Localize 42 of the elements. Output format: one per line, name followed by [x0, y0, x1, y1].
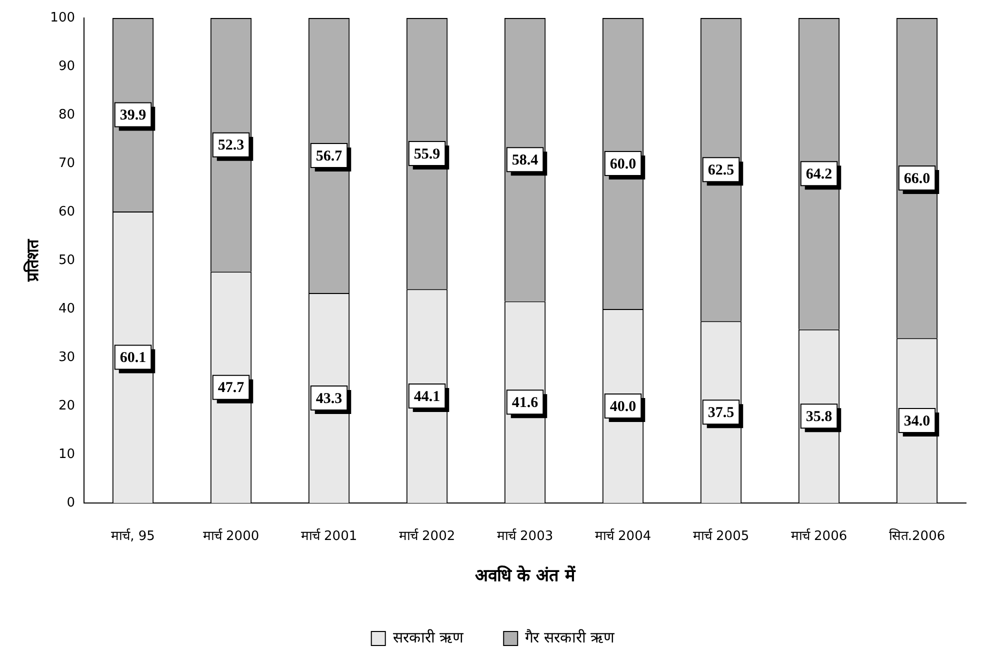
- data-label: 60.1: [120, 350, 146, 366]
- data-label: 39.9: [120, 108, 146, 124]
- data-label: 58.4: [512, 152, 539, 168]
- data-label: 60.0: [610, 156, 636, 172]
- x-tick-label: मार्च 2000: [202, 528, 260, 544]
- y-tick-label: 10: [58, 446, 76, 462]
- data-label: 34.0: [904, 413, 930, 430]
- data-label: 37.5: [708, 404, 734, 421]
- y-tick-label: 80: [58, 107, 76, 122]
- y-tick-label: 100: [50, 10, 76, 26]
- data-label: 47.7: [218, 380, 245, 396]
- y-tick-label: 70: [58, 156, 76, 171]
- data-label: 64.2: [806, 166, 832, 183]
- x-tick-label: सित.2006: [888, 528, 946, 544]
- data-label: 66.0: [904, 170, 930, 187]
- y-tick-label: 50: [58, 252, 76, 268]
- data-label: 62.5: [708, 162, 734, 178]
- y-tick-label: 20: [58, 398, 76, 414]
- y-axis-title: प्रतिशत: [22, 238, 42, 282]
- data-label: 43.3: [316, 390, 342, 407]
- data-label: 56.7: [316, 148, 343, 164]
- x-tick-label: मार्च 2003: [496, 528, 554, 544]
- data-label: 40.0: [610, 398, 636, 415]
- x-tick-label: मार्च, 95: [111, 528, 155, 544]
- legend-label: सरकारी ऋण: [392, 628, 465, 646]
- x-tick-label: मार्च 2006: [790, 528, 848, 544]
- y-tick-label: 60: [58, 204, 76, 220]
- data-label: 55.9: [414, 146, 440, 162]
- x-axis-title: अवधि के अंत में: [475, 565, 576, 586]
- data-label: 41.6: [512, 394, 539, 411]
- data-label: 52.3: [218, 138, 244, 154]
- y-tick-label: 30: [58, 350, 76, 365]
- x-tick-label: मार्च 2004: [594, 528, 652, 544]
- data-label: 44.1: [414, 388, 440, 405]
- y-tick-label: 90: [58, 58, 76, 74]
- legend-label: गैर सरकारी ऋण: [525, 628, 616, 646]
- y-tick-label: 0: [66, 495, 76, 510]
- x-tick-label: मार्च 2001: [300, 528, 358, 544]
- x-tick-label: मार्च 2005: [692, 528, 750, 544]
- data-label: 35.8: [806, 409, 832, 426]
- x-tick-label: मार्च 2002: [398, 528, 456, 544]
- y-tick-label: 40: [58, 301, 76, 316]
